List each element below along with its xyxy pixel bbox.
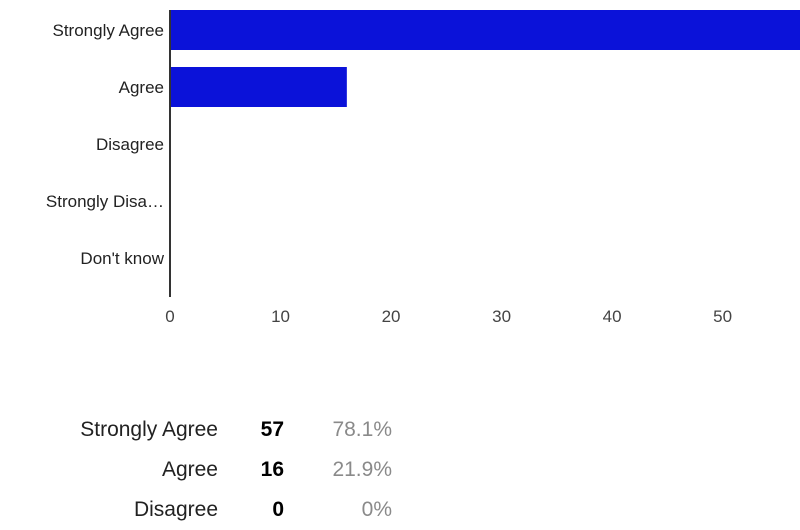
summary-row-disagree: Disagree 0 0%	[0, 490, 420, 530]
x-tick-label: 20	[382, 307, 401, 326]
category-label: Agree	[119, 78, 164, 97]
bars-group	[170, 10, 800, 107]
summary-percent: 78.1%	[332, 418, 392, 441]
summary-row-agree: Agree 16 21.9%	[0, 450, 420, 490]
bar-1	[170, 67, 347, 107]
x-tick-label: 30	[492, 307, 511, 326]
summary-label: Strongly Agree	[80, 418, 218, 441]
summary-label: Agree	[161, 458, 218, 481]
x-tick-label: 40	[603, 307, 622, 326]
summary-row-strongly-agree: Strongly Agree 57 78.1%	[0, 410, 420, 450]
x-tick-label: 10	[271, 307, 290, 326]
summary-percent: 0%	[361, 498, 392, 521]
response-bar-chart: Strongly Agree Agree Disagree Strongly Disa…	[46, 10, 800, 326]
summary-count: 57	[260, 418, 284, 441]
bar-0	[170, 10, 800, 50]
category-label: Strongly Agree	[52, 21, 164, 40]
summary-count: 0	[272, 498, 284, 521]
summary-label: Disagree	[133, 498, 218, 521]
x-tick-label: 0	[165, 307, 174, 326]
x-tick-label: 50	[713, 307, 732, 326]
summary-count: 16	[260, 458, 284, 481]
x-tick-labels: 0 10 20 30 40 50	[165, 307, 732, 326]
summary-percent: 21.9%	[332, 458, 392, 481]
category-labels: Strongly Agree Agree Disagree Strongly Disa…	[46, 21, 165, 268]
category-label: Strongly Disa…	[46, 192, 164, 211]
category-label: Don't know	[80, 249, 164, 268]
category-label: Disagree	[96, 135, 164, 154]
